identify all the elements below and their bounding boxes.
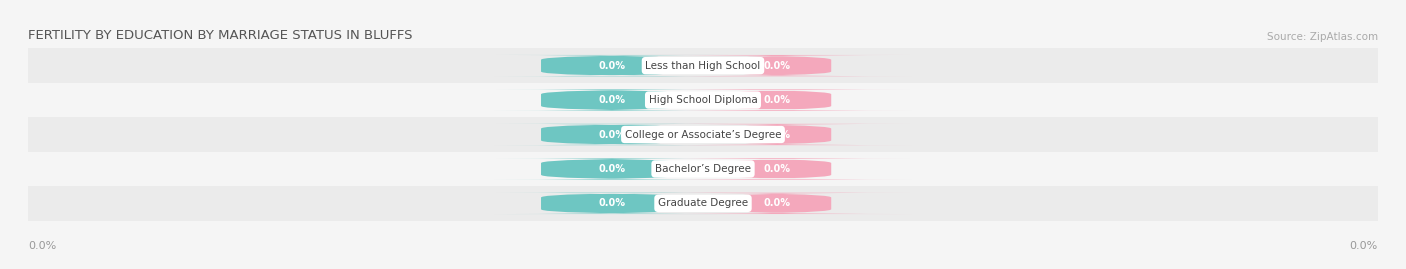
FancyBboxPatch shape — [495, 193, 730, 214]
Text: Less than High School: Less than High School — [645, 61, 761, 71]
Text: 0.0%: 0.0% — [1350, 241, 1378, 251]
Bar — [28, 48, 1378, 83]
FancyBboxPatch shape — [643, 193, 911, 214]
FancyBboxPatch shape — [643, 124, 911, 145]
Text: Source: ZipAtlas.com: Source: ZipAtlas.com — [1267, 31, 1378, 41]
Text: FERTILITY BY EDUCATION BY MARRIAGE STATUS IN BLUFFS: FERTILITY BY EDUCATION BY MARRIAGE STATU… — [28, 29, 412, 41]
Text: 0.0%: 0.0% — [599, 95, 626, 105]
FancyBboxPatch shape — [495, 124, 730, 145]
Legend: Married, Unmarried: Married, Unmarried — [616, 264, 790, 269]
Text: 0.0%: 0.0% — [763, 61, 790, 71]
Text: 0.0%: 0.0% — [599, 164, 626, 174]
Text: 0.0%: 0.0% — [599, 61, 626, 71]
FancyBboxPatch shape — [643, 55, 911, 76]
Text: 0.0%: 0.0% — [28, 241, 56, 251]
Bar — [28, 152, 1378, 186]
FancyBboxPatch shape — [643, 158, 911, 180]
Text: College or Associate’s Degree: College or Associate’s Degree — [624, 129, 782, 140]
Bar — [28, 83, 1378, 117]
Text: 0.0%: 0.0% — [763, 129, 790, 140]
FancyBboxPatch shape — [495, 158, 730, 180]
Text: Graduate Degree: Graduate Degree — [658, 198, 748, 208]
FancyBboxPatch shape — [495, 89, 730, 111]
FancyBboxPatch shape — [643, 89, 911, 111]
Text: High School Diploma: High School Diploma — [648, 95, 758, 105]
Text: 0.0%: 0.0% — [599, 129, 626, 140]
Text: 0.0%: 0.0% — [763, 198, 790, 208]
Bar — [28, 186, 1378, 221]
Bar — [28, 117, 1378, 152]
Text: 0.0%: 0.0% — [599, 198, 626, 208]
Text: 0.0%: 0.0% — [763, 95, 790, 105]
FancyBboxPatch shape — [495, 55, 730, 76]
Text: Bachelor’s Degree: Bachelor’s Degree — [655, 164, 751, 174]
Text: 0.0%: 0.0% — [763, 164, 790, 174]
